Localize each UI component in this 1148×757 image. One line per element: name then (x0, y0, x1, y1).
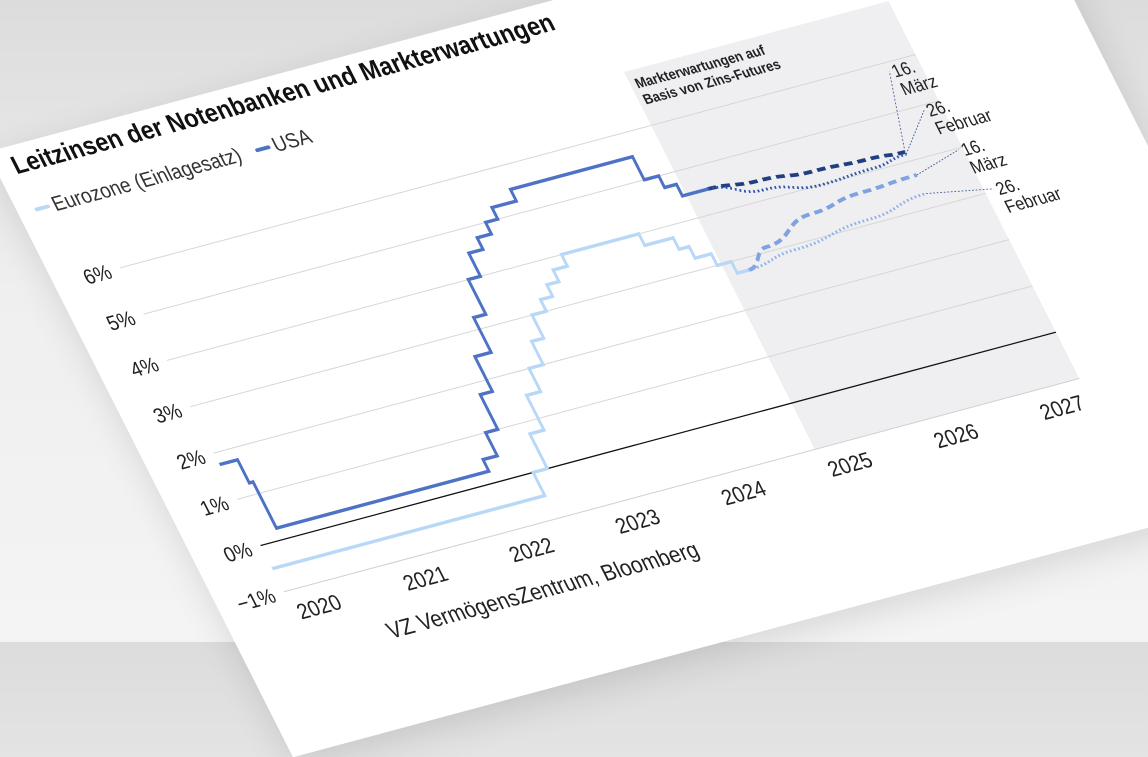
x-tick-label: 2024 (717, 476, 771, 510)
series-line-usa (218, 154, 709, 531)
projection-leader-line (925, 188, 994, 195)
gridline (283, 378, 1080, 593)
series-line-eurozone (271, 231, 750, 571)
gridline (213, 239, 1010, 454)
gridline (143, 100, 940, 315)
chart-plot: Markterwartungen aufBasis von Zins-Futur… (80, 1, 1089, 624)
x-tick-label: 2021 (399, 561, 453, 595)
zero-axis-line (260, 331, 1057, 547)
y-tick-label: 0% (220, 539, 257, 567)
x-tick-label: 2027 (1035, 391, 1089, 425)
projection-line (747, 173, 918, 272)
gridline (236, 285, 1033, 500)
y-tick-label: 1% (197, 493, 234, 521)
projection-leader-line (888, 71, 906, 152)
gridline (190, 192, 986, 408)
projection-line (707, 152, 907, 193)
y-tick-label: 5% (103, 308, 140, 336)
x-tick-label: 2020 (292, 590, 346, 624)
y-tick-label: −1% (233, 585, 280, 616)
projection-line (707, 150, 906, 191)
x-tick-label: 2025 (823, 447, 877, 481)
x-tick-label: 2022 (505, 533, 559, 567)
projection-leader-line (905, 110, 925, 155)
x-tick-label: 2023 (611, 504, 665, 538)
gridline (119, 54, 916, 269)
projection-label: 26.Februar (992, 165, 1065, 217)
projection-line (748, 192, 927, 272)
y-tick-label: 4% (126, 354, 163, 382)
x-tick-label: 2026 (929, 419, 983, 453)
y-tick-label: 3% (150, 400, 187, 428)
y-tick-label: 6% (80, 261, 117, 289)
y-tick-label: 2% (173, 446, 210, 474)
